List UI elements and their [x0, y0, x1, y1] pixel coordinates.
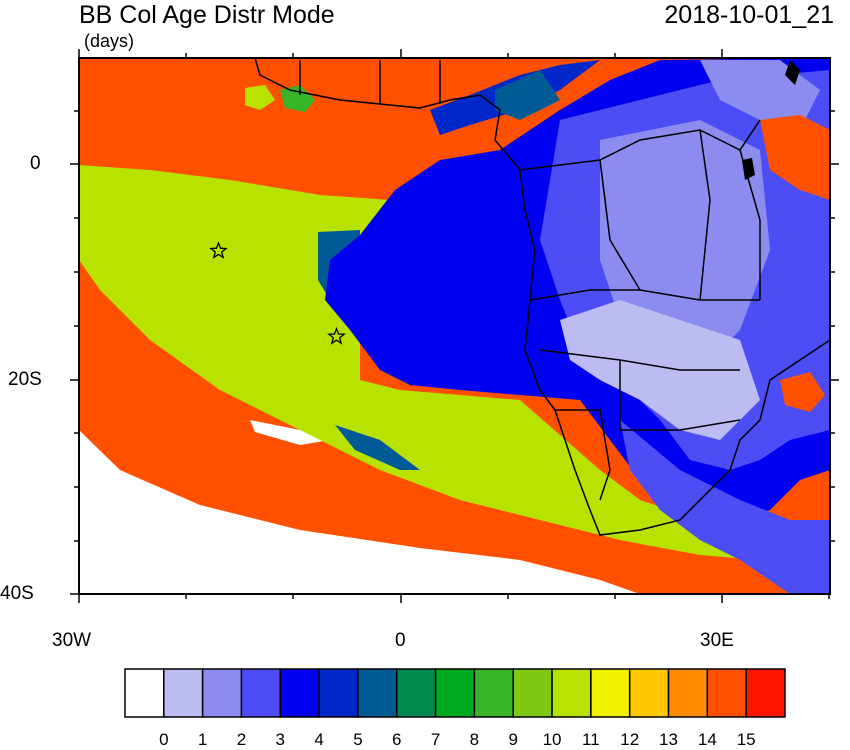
colorbar-label: 4: [314, 730, 324, 749]
colorbar-label: 7: [430, 730, 441, 749]
colorbar-label: 10: [542, 730, 562, 749]
lat-label: 0: [30, 153, 41, 174]
units-label: (days): [84, 31, 135, 51]
colorbar-swatch: [745, 668, 786, 718]
colorbar-swatch: [512, 668, 553, 718]
colorbar-label: 13: [659, 730, 678, 749]
colorbar-label: 3: [275, 730, 286, 749]
colorbar-swatch: [473, 668, 514, 718]
star-marker: [327, 326, 346, 345]
colorbar-label: 12: [620, 730, 640, 749]
colorbar-swatch: [551, 668, 592, 718]
star-marker: [209, 241, 228, 259]
colorbar-label: 1: [197, 730, 208, 749]
colorbar-swatch: [163, 668, 204, 718]
colorbar-swatch: [357, 668, 398, 718]
colorbar-label: 8: [469, 730, 480, 749]
lat-label: 20S: [8, 369, 42, 390]
colorbar-swatch: [318, 668, 359, 718]
colorbar-swatch: [590, 668, 631, 718]
colorbar-label: 15: [736, 730, 756, 749]
lat-label: 40S: [0, 583, 34, 604]
colorbar-swatch: [667, 668, 709, 718]
colorbar-swatch: [201, 668, 243, 718]
colorbar-swatch: [124, 668, 165, 718]
map-title: BB Col Age Distr Mode: [79, 1, 335, 29]
timestamp-label: 2018-10-01_21: [664, 1, 834, 29]
colorbar-swatch: [434, 668, 476, 718]
colorbar-label: 9: [508, 730, 518, 749]
colorbar-label: 6: [392, 730, 402, 749]
colorbar-swatch: [396, 668, 437, 718]
colorbar-swatch: [279, 668, 320, 718]
colorbar-label: 5: [353, 730, 363, 749]
colorbar-label: 11: [582, 730, 600, 749]
colorbar-swatch: [706, 668, 747, 718]
colorbar-label: 0: [159, 730, 169, 749]
lon-label: 30W: [52, 630, 92, 651]
lon-label: 30E: [700, 630, 734, 651]
colorbar-swatch: [628, 668, 670, 718]
lon-label: 0: [395, 630, 406, 651]
colorbar-label: 14: [697, 730, 717, 749]
colorbar-label: 2: [236, 730, 247, 749]
colorbar: [124, 668, 786, 718]
colorbar-swatch: [240, 668, 282, 718]
